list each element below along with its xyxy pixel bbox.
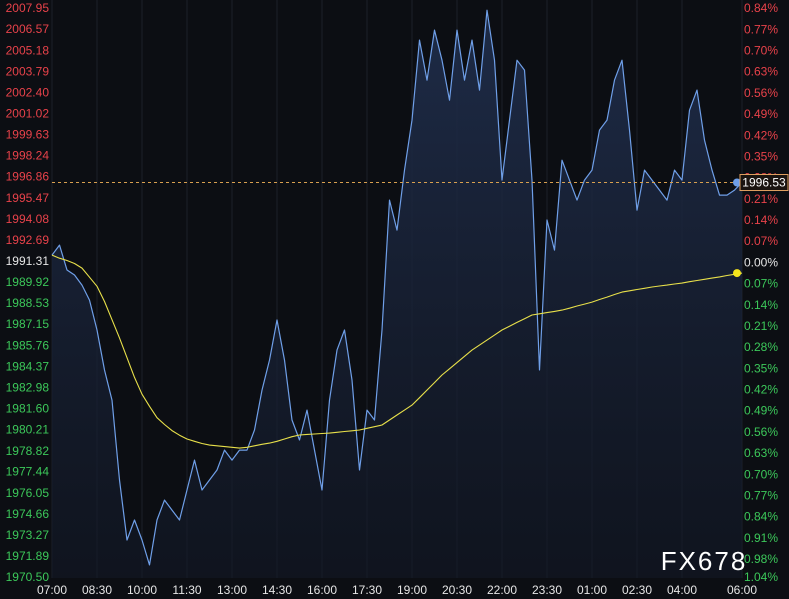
y-tick-label: 2003.79 bbox=[6, 64, 50, 78]
y2-tick-label: 0.07% bbox=[744, 277, 778, 291]
x-tick-label: 20:30 bbox=[442, 583, 472, 597]
x-tick-label: 13:00 bbox=[217, 583, 247, 597]
y-tick-label: 1995.47 bbox=[6, 191, 50, 205]
x-tick-label: 07:00 bbox=[37, 583, 67, 597]
y-tick-label: 2006.57 bbox=[6, 22, 50, 36]
y2-tick-label: 0.21% bbox=[744, 319, 778, 333]
x-tick-label: 04:00 bbox=[667, 583, 697, 597]
y-tick-label: 1970.50 bbox=[6, 570, 50, 584]
y2-tick-label: 0.49% bbox=[744, 107, 778, 121]
y-tick-label: 1981.60 bbox=[6, 402, 50, 416]
x-tick-label: 19:00 bbox=[397, 583, 427, 597]
y2-tick-label: 0.49% bbox=[744, 404, 778, 418]
y-tick-label: 2007.95 bbox=[6, 1, 50, 15]
y-tick-label: 1994.08 bbox=[6, 212, 50, 226]
x-tick-label: 08:30 bbox=[82, 583, 112, 597]
y-tick-label: 1971.89 bbox=[6, 549, 50, 563]
y-tick-label: 1973.27 bbox=[6, 528, 50, 542]
x-tick-label: 02:30 bbox=[622, 583, 652, 597]
y2-tick-label: 0.14% bbox=[744, 213, 778, 227]
y2-tick-label: 0.35% bbox=[744, 361, 778, 375]
x-tick-label: 14:30 bbox=[262, 583, 292, 597]
y2-tick-label: 0.07% bbox=[744, 234, 778, 248]
y2-tick-label: 0.77% bbox=[744, 22, 778, 36]
average-dot bbox=[733, 269, 741, 278]
y-tick-label: 1989.92 bbox=[6, 275, 50, 289]
x-tick-label: 22:00 bbox=[487, 583, 517, 597]
y2-tick-label: 0.84% bbox=[744, 1, 778, 15]
average-line bbox=[51, 254, 743, 449]
x-tick-label: 10:00 bbox=[127, 583, 157, 597]
y2-tick-label: 0.63% bbox=[744, 446, 778, 460]
y2-tick-label: 0.42% bbox=[744, 128, 778, 142]
last-price-dot bbox=[733, 178, 741, 187]
price-line bbox=[51, 9, 743, 566]
y-tick-label: 2001.02 bbox=[6, 106, 50, 120]
y2-tick-label: 0.21% bbox=[744, 192, 778, 206]
price-area bbox=[52, 10, 742, 578]
y-tick-label: 1999.63 bbox=[6, 128, 50, 142]
y-tick-label: 1996.86 bbox=[6, 170, 50, 184]
y-tick-label: 1974.66 bbox=[6, 507, 50, 521]
y2-tick-label: 0.91% bbox=[744, 531, 778, 545]
y-tick-label: 1978.82 bbox=[6, 444, 50, 458]
y2-tick-label: 0.70% bbox=[744, 467, 778, 481]
y2-tick-label: 0.63% bbox=[744, 65, 778, 79]
y2-tick-label: 0.35% bbox=[744, 149, 778, 163]
y2-tick-label: 0.56% bbox=[744, 425, 778, 439]
last-price-label: 1996.53 bbox=[742, 176, 786, 190]
y2-tick-label: 0.28% bbox=[744, 340, 778, 354]
y2-tick-label: 0.84% bbox=[744, 510, 778, 524]
y-tick-label: 2002.40 bbox=[6, 85, 50, 99]
y2-tick-label: 0.00% bbox=[744, 255, 778, 269]
y-tick-label: 1980.21 bbox=[6, 423, 50, 437]
y2-tick-label: 1.04% bbox=[744, 570, 778, 584]
x-tick-label: 06:00 bbox=[727, 583, 757, 597]
x-tick-label: 11:30 bbox=[172, 583, 201, 597]
y-tick-label: 1992.69 bbox=[6, 233, 50, 247]
y-tick-label: 1991.31 bbox=[6, 254, 50, 268]
x-tick-label: 16:00 bbox=[307, 583, 337, 597]
last-price-box bbox=[739, 174, 789, 192]
y-tick-label: 1988.53 bbox=[6, 296, 50, 310]
y2-tick-label: 0.56% bbox=[744, 86, 778, 100]
y-tick-label: 2005.18 bbox=[6, 43, 50, 57]
y2-tick-label: 0.77% bbox=[744, 488, 778, 502]
y-tick-label: 1984.37 bbox=[6, 359, 50, 373]
y-tick-label: 1985.76 bbox=[6, 338, 50, 352]
y-tick-label: 1982.98 bbox=[6, 381, 50, 395]
watermark: FX678 bbox=[661, 546, 748, 576]
y-tick-label: 1976.05 bbox=[6, 486, 50, 500]
y-tick-label: 1998.24 bbox=[6, 149, 50, 163]
x-tick-label: 23:30 bbox=[532, 583, 562, 597]
y2-tick-label: 0.42% bbox=[744, 383, 778, 397]
x-tick-label: 01:00 bbox=[577, 583, 607, 597]
y-tick-label: 1987.15 bbox=[6, 317, 50, 331]
y-tick-label: 1977.44 bbox=[6, 465, 50, 479]
y2-tick-label: 0.14% bbox=[744, 298, 778, 312]
y2-tick-label: 0.98% bbox=[744, 552, 778, 566]
y2-tick-label: 0.70% bbox=[744, 44, 778, 58]
x-tick-label: 17:30 bbox=[352, 583, 382, 597]
